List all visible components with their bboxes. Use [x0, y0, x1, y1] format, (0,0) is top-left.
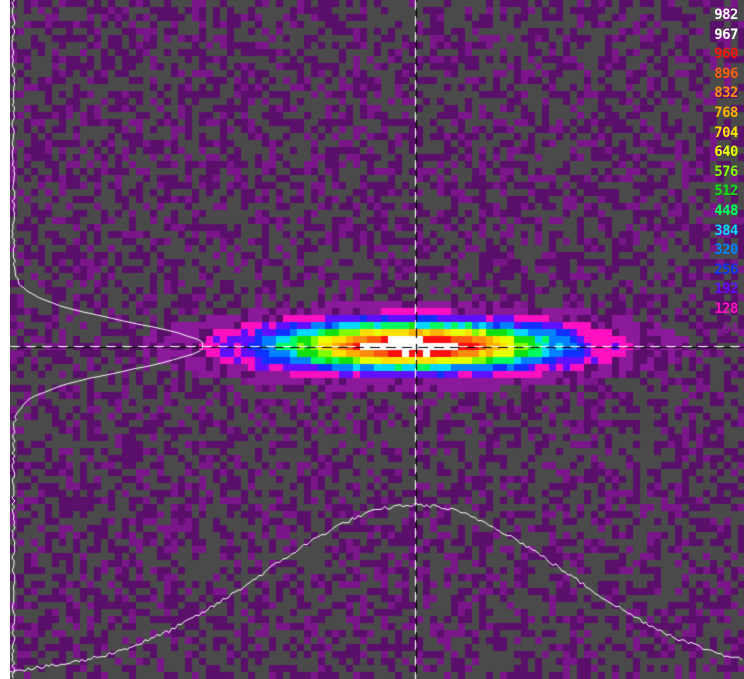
legend-level-16: 64	[722, 320, 738, 337]
legend-level-3: 896	[714, 65, 738, 82]
legend-level-0: 982	[714, 7, 738, 23]
legend-level-13: 256	[714, 261, 738, 278]
legend-level-15: 128	[714, 300, 738, 317]
intensity-heatmap[interactable]	[10, 0, 744, 679]
legend-level-1: 967	[714, 26, 738, 43]
legend-level-14: 192	[714, 281, 738, 298]
legend-level-5: 768	[714, 104, 738, 121]
legend-level-7: 640	[714, 144, 738, 161]
legend-level-9: 512	[714, 183, 738, 200]
legend-level-6: 704	[714, 124, 738, 141]
intensity-legend: 982 967 960 896 832 768 704 640 576 512 448 384 320 2…	[698, 6, 738, 339]
legend-level-8: 576	[714, 163, 738, 180]
legend-level-4: 832	[714, 85, 738, 102]
legend-level-12: 320	[714, 242, 738, 259]
legend-level-10: 448	[714, 202, 738, 219]
legend-level-11: 384	[714, 222, 738, 239]
legend-level-2: 960	[714, 46, 738, 63]
